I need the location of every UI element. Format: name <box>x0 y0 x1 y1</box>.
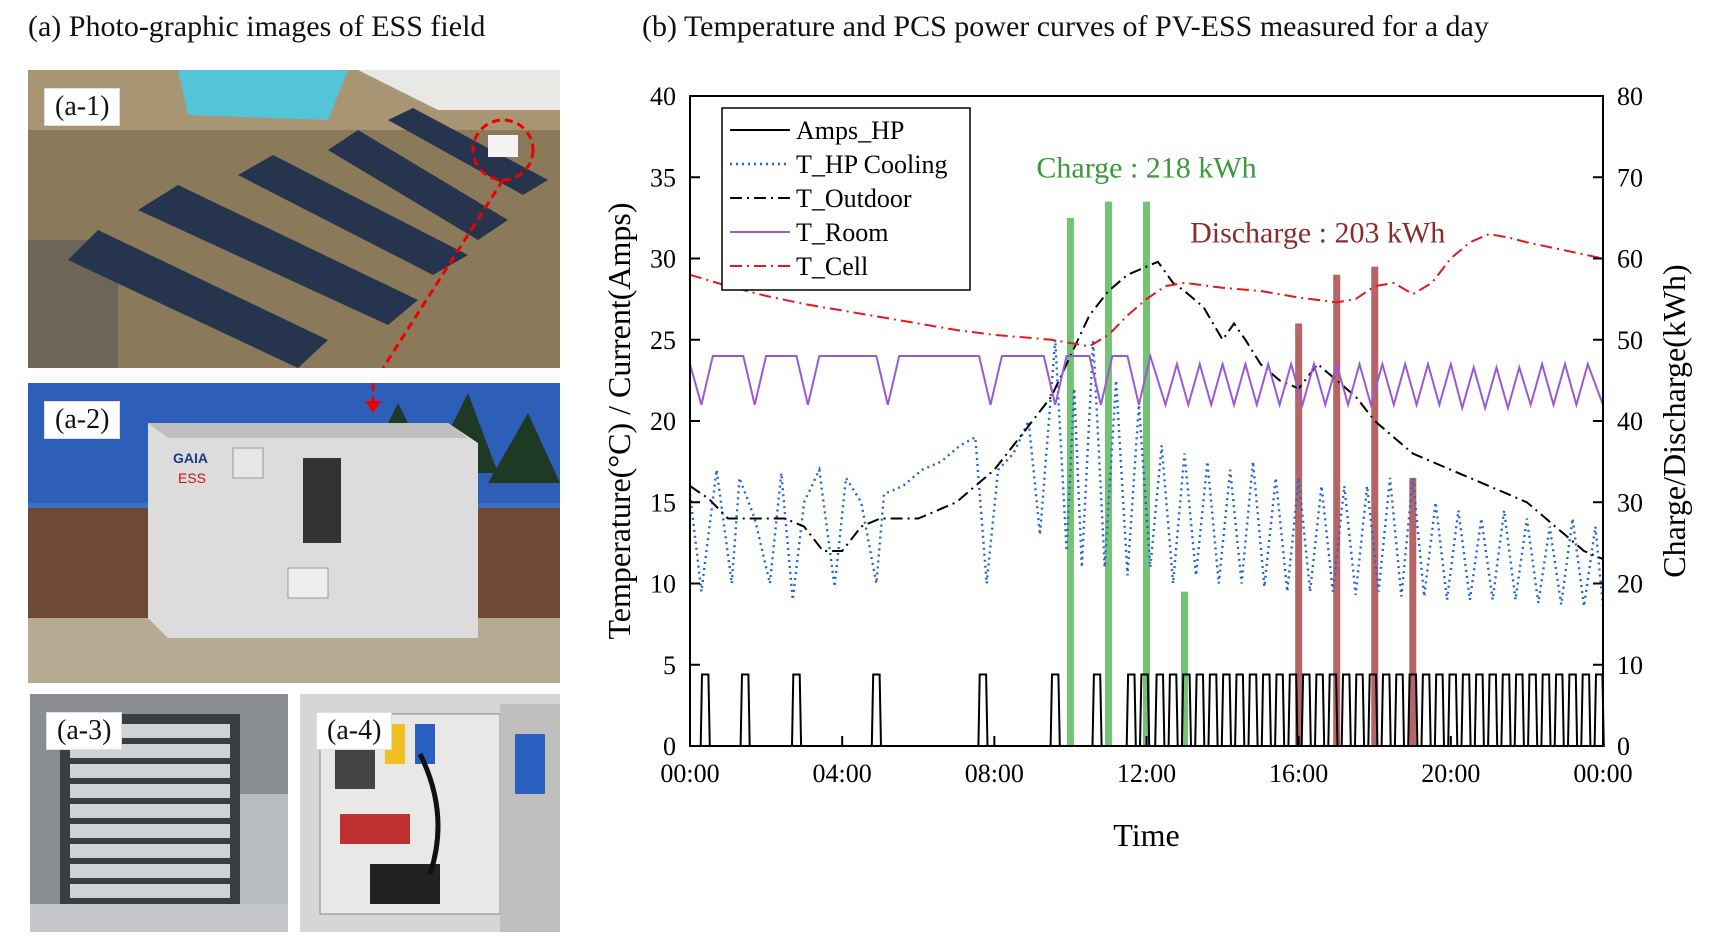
legend-label: Amps_HP <box>796 116 904 145</box>
legend-label: T_Cell <box>796 252 868 281</box>
photo-label: (a-4) <box>316 712 393 750</box>
photo-label: (a-2) <box>44 401 121 439</box>
x-tick-label: 08:00 <box>965 759 1024 788</box>
y2-tick-label: 20 <box>1617 570 1643 599</box>
charge-bar <box>1104 201 1112 746</box>
y-tick-label: 0 <box>663 732 676 761</box>
panel-a-title: (a) Photo-graphic images of ESS field <box>28 10 486 43</box>
charge-bar <box>1181 591 1189 746</box>
control-panel-photo: (a-4) <box>300 694 560 932</box>
y-axis-label: Temperature(°C) / Current(Amps) <box>601 202 637 639</box>
x-tick-label: 00:00 <box>660 759 719 788</box>
y2-tick-label: 0 <box>1617 732 1630 761</box>
legend-label: T_Outdoor <box>796 184 912 213</box>
y2-tick-label: 70 <box>1617 163 1643 192</box>
battery-rack-photo: (a-3) <box>30 694 288 932</box>
photo-label: (a-1) <box>44 88 121 126</box>
container-ess-label: ESS <box>178 470 206 486</box>
discharge-bar <box>1333 274 1341 746</box>
y-tick-label: 20 <box>650 407 676 436</box>
photo-label: (a-3) <box>46 712 123 750</box>
x-tick-label: 04:00 <box>813 759 872 788</box>
x-axis-label: Time <box>1113 817 1179 853</box>
chart-annotation: Discharge : 203 kWh <box>1190 216 1445 249</box>
y-tick-label: 15 <box>650 488 676 517</box>
chart-annotation: Charge : 218 kWh <box>1036 151 1256 184</box>
solar-farm-aerial-photo: (a-1) <box>28 70 560 368</box>
y2-tick-label: 30 <box>1617 488 1643 517</box>
x-tick-label: 12:00 <box>1117 759 1176 788</box>
x-tick-label: 00:00 <box>1573 759 1632 788</box>
legend: Amps_HP T_HP Cooling T_Outdoor T_Room T_Cell <box>721 107 971 291</box>
t-outdoor-line <box>689 260 1604 561</box>
line-chart: 0 5 10 15 20 25 30 35 40 0 10 20 30 40 50 60 70 80 00:00 04… <box>601 82 1692 853</box>
y2-tick-label: 40 <box>1617 407 1643 436</box>
y2-tick-label: 10 <box>1617 651 1643 680</box>
t-cell-line <box>689 233 1604 348</box>
discharge-bar <box>1371 266 1379 746</box>
y-tick-label: 30 <box>650 245 676 274</box>
discharge-bar <box>1295 323 1303 746</box>
container-brand-logo: GAIA <box>173 450 208 466</box>
y2-tick-label: 50 <box>1617 326 1643 355</box>
y-tick-label: 25 <box>650 326 676 355</box>
y-tick-label: 40 <box>650 82 676 111</box>
x-tick-label: 20:00 <box>1421 759 1480 788</box>
t-hp-cooling-line <box>688 339 1605 607</box>
legend-label: T_HP Cooling <box>796 150 947 179</box>
y-tick-label: 35 <box>650 163 676 192</box>
t-room-line <box>689 352 1604 412</box>
y2-tick-label: 60 <box>1617 245 1643 274</box>
discharge-bar <box>1409 477 1417 746</box>
chart-title: (b) Temperature and PCS power curves of … <box>642 10 1489 43</box>
charge-bar <box>1143 201 1150 746</box>
y-tick-label: 10 <box>650 570 676 599</box>
y-tick-label: 5 <box>663 651 676 680</box>
ess-container-photo: GAIA ESS (a-2) <box>28 383 560 683</box>
y2-axis-label: Charge/Discharge(kWh) <box>1656 264 1692 577</box>
x-tick-label: 16:00 <box>1269 759 1328 788</box>
y2-tick-label: 80 <box>1617 82 1643 111</box>
legend-label: T_Room <box>796 218 888 247</box>
